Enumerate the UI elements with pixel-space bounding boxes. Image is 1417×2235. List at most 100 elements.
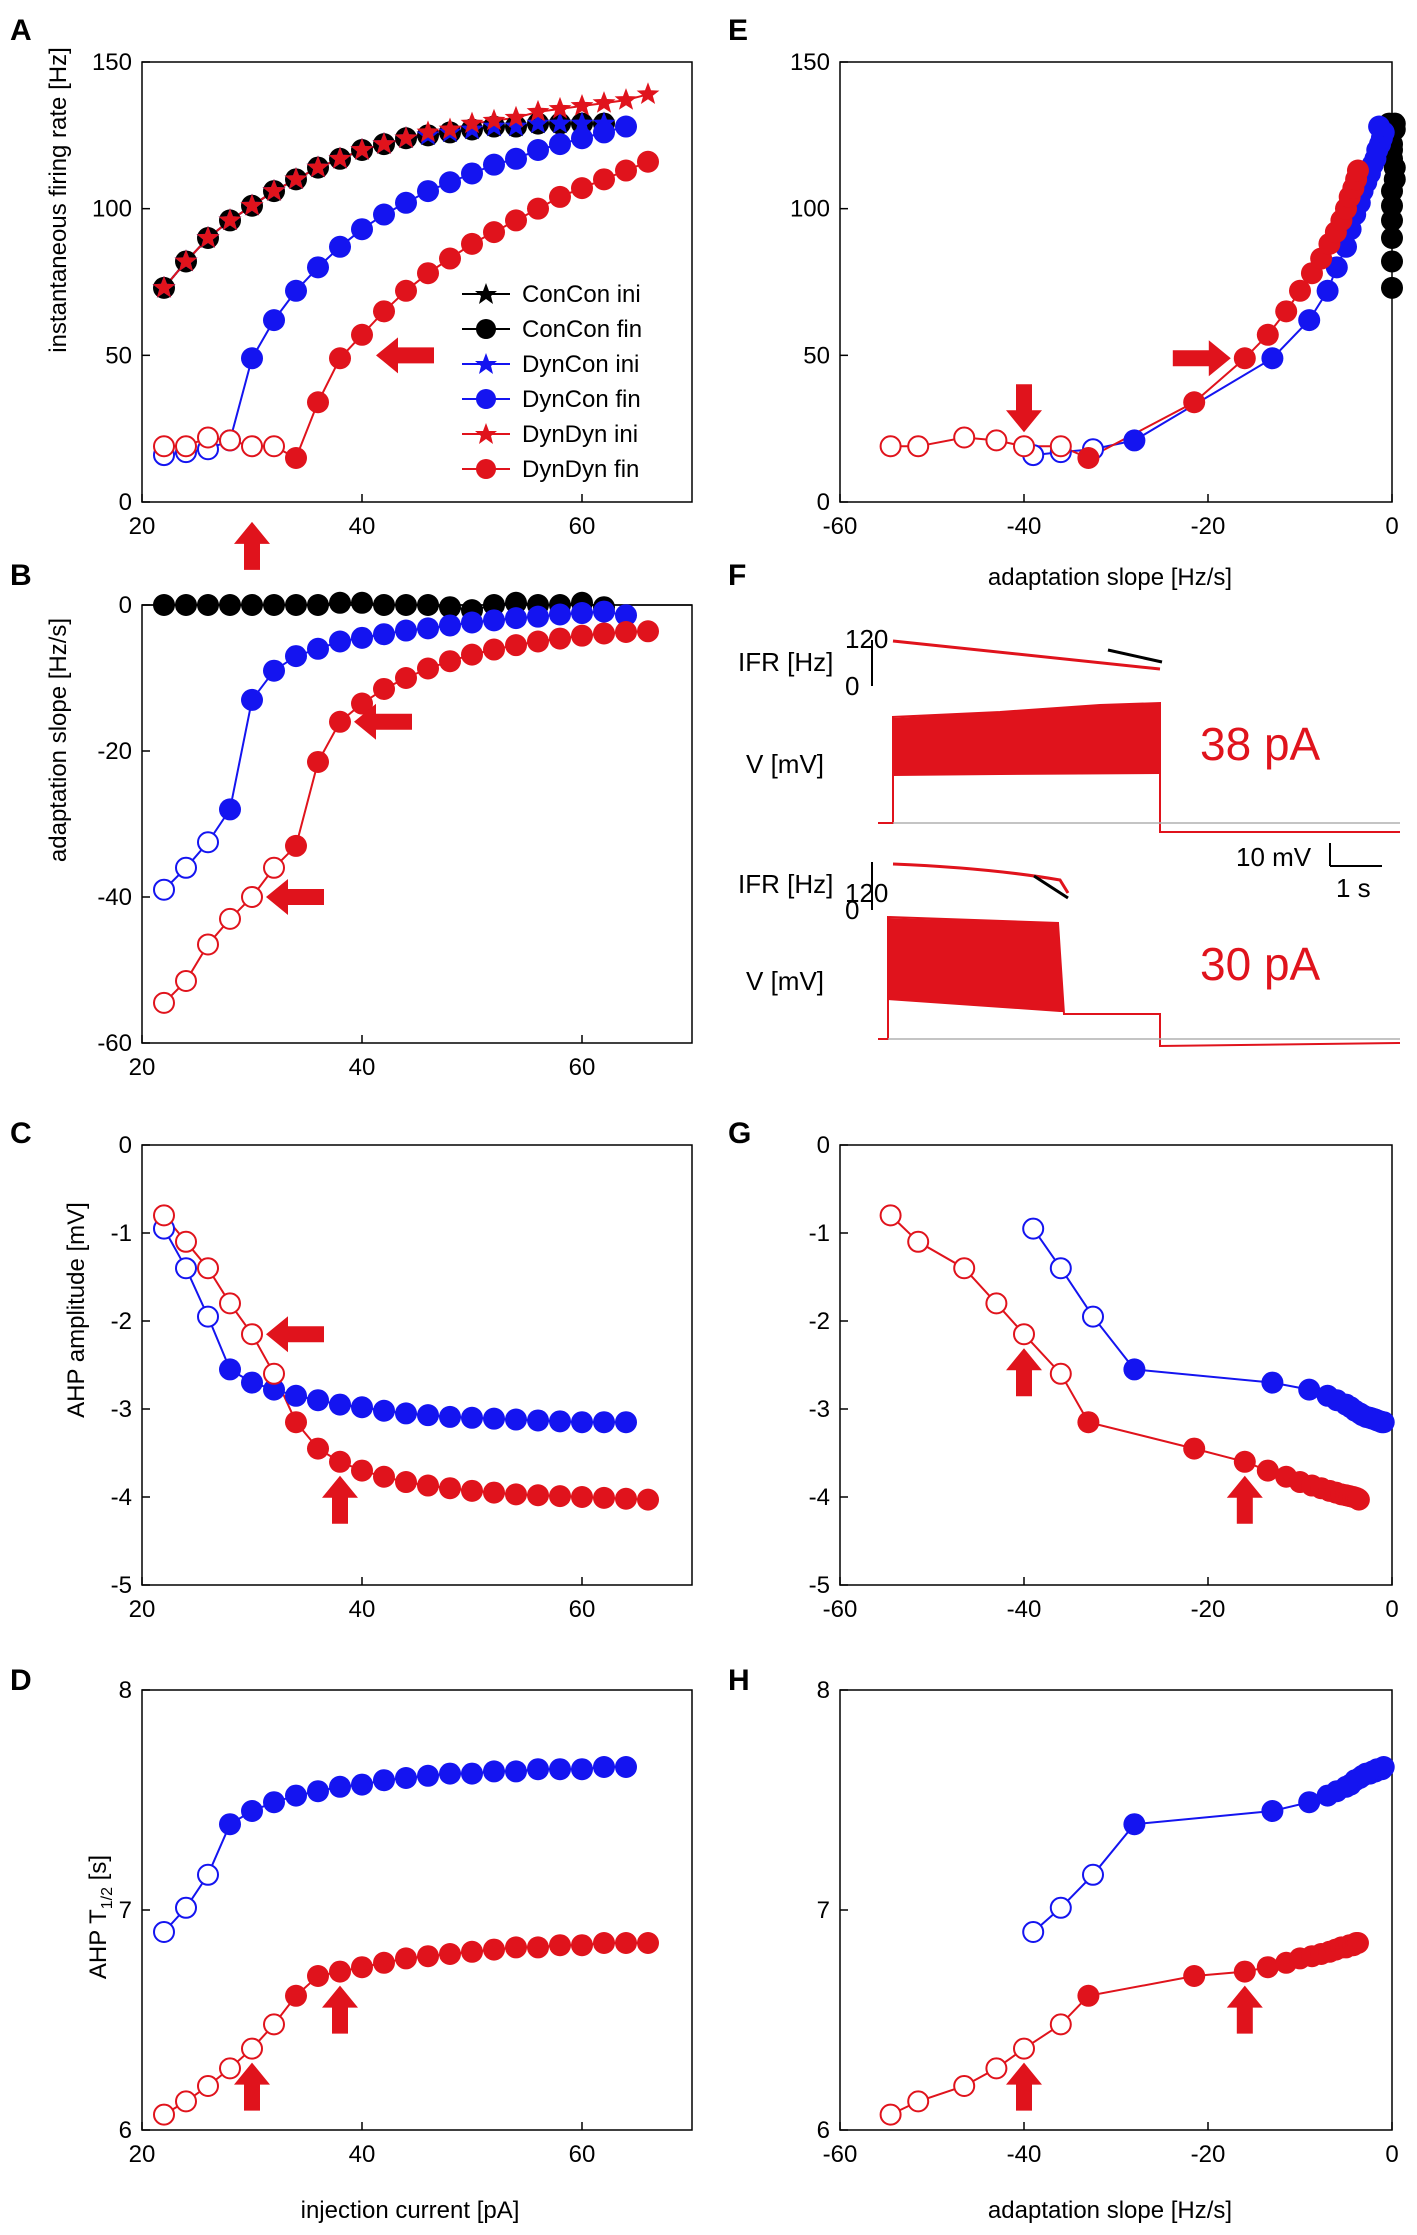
current-label-30pa: 30 pA [1200,938,1321,990]
data-point-dyncon-fin [527,605,549,628]
data-point-dyncon-fin [417,1404,439,1427]
data-point-dyncon-fin [307,1780,329,1803]
data-point-dyndyn-fin [175,435,197,458]
data-point-dyncon-fin [395,1767,417,1789]
data-point-dyndyn-fin [527,1936,549,1959]
data-point-dyncon-fin [461,162,483,185]
data-point-dyndyn-fin [1077,1984,1100,2007]
x-tick-label: 60 [569,1596,596,1623]
data-point-dyndyn-fin [241,435,263,458]
plot-area [153,1204,659,1511]
data-point-dyncon-fin [1123,1813,1146,1836]
x-tick-label: 20 [129,1054,156,1081]
data-point-dyncon-fin [241,347,263,370]
data-point-dyncon-ini [570,111,594,134]
plot-frame [141,1144,693,1586]
data-point-dyncon-fin [219,798,241,821]
x-tick-label: -40 [1007,2141,1042,2168]
data-point-dyndyn-fin [1077,1411,1100,1434]
arrow-up-icon [322,1985,358,2034]
ifr-trace-top [892,639,1161,671]
spike-band-bottom [888,918,1064,1012]
data-point-dyncon-fin [241,1800,263,1822]
series-line-dyncon-fin [163,610,627,891]
arrow-up-icon [322,1475,358,1524]
data-point-dyndyn-fin [175,1230,197,1253]
data-point-dyndyn-fin [373,677,395,700]
data-point-dyndyn-fin [527,630,549,653]
y-tick-label: -2 [809,1308,830,1335]
data-point-dyndyn-ini [394,126,418,148]
data-point-dyndyn-fin [549,185,571,208]
ifr-top-value: 120 [845,624,888,654]
data-point-dyndyn-fin [483,221,505,244]
legend: ConCon ini ConCon fin DynCon ini DynCon … [462,281,642,483]
legend-entry-dyncon-ini: DynCon ini [462,351,639,378]
x-tick-label: -20 [1191,1596,1226,1623]
panel-label-e: E [728,14,748,47]
panel-f-traces: 120 IFR [Hz] 0 V [mV] 38 pA 10 mV 1 s 12… [738,624,1401,1048]
chart-b-adaptation-slope: 20 40 60 -60 -40 -20 0 [97,591,693,1081]
data-point-dyndyn-fin [329,1960,351,1983]
data-point-dyncon-fin [461,611,483,634]
data-point-dyndyn-fin [549,627,571,650]
data-point-dyndyn-fin [153,1204,175,1227]
data-point-dyndyn-fin [175,2090,197,2113]
scale-label-time: 1 s [1336,873,1371,903]
data-point-dyndyn-fin [571,1934,593,1957]
legend-label-concon-fin: ConCon fin [522,316,642,343]
legend-entry-concon-ini: ConCon ini [462,281,641,308]
data-point-dyncon-fin [461,1762,483,1785]
ifr-zero-top: 0 [845,671,859,701]
data-point-dyndyn-fin [263,1362,285,1385]
data-point-dyndyn-fin [483,1481,505,1504]
data-point-dyndyn-fin [263,856,285,879]
y-tick-label: -60 [97,1030,132,1057]
data-point-dyndyn-fin [461,232,483,255]
data-point-concon-fin [285,594,307,616]
data-point-dyncon-fin [615,115,637,138]
data-point-dyncon-fin [505,1408,527,1431]
arrow-left-icon [266,879,324,915]
data-point-dyndyn-fin [615,1932,637,1954]
data-point-dyndyn-fin [197,2075,219,2097]
ifr-fit-line-bottom [1033,874,1069,900]
data-point-dyncon-fin [549,603,571,626]
x-tick-label: 40 [349,1596,376,1623]
data-point-dyndyn-fin [505,1483,527,1506]
y-tick-label: 100 [92,196,132,223]
y-tick-label: -3 [809,1396,830,1423]
data-point-dyndyn-fin [351,692,373,715]
x-tick-label: -20 [1191,2141,1226,2168]
data-point-dyncon-fin [329,1393,351,1416]
data-point-dyndyn-fin [329,1450,351,1473]
data-point-dyncon-fin [351,1396,373,1419]
data-point-dyndyn-fin [1233,347,1256,370]
data-point-concon-fin [373,594,395,616]
arrow-right-icon [1172,340,1231,377]
data-point-dyndyn-ini [240,193,264,216]
data-point-dyndyn-fin [615,159,637,182]
y-tick-label: -4 [809,1484,830,1511]
data-point-dyndyn-fin [241,1323,263,1346]
axis-title-d-y: AHP T1/2 [s] [85,1855,116,1979]
data-point-dyncon-fin [483,609,505,632]
data-point-dyndyn-fin [461,643,483,666]
data-point-dyndyn-fin [505,1936,527,1959]
legend-entry-dyndyn-ini: DynDyn ini [462,421,638,448]
y-tick-label: -5 [111,1572,132,1599]
data-point-dyndyn-fin [953,2075,976,2097]
data-point-dyndyn-fin [527,1484,549,1507]
data-point-dyndyn-fin [1013,1323,1035,1346]
data-point-dyndyn-fin [505,209,527,232]
data-point-dyncon-fin [395,1402,417,1425]
data-point-dyncon-fin [153,878,175,901]
y-tick-label: -2 [111,1308,132,1335]
data-point-dyndyn-fin [593,622,615,645]
data-point-dyndyn-fin [549,1934,571,1957]
data-point-dyndyn-fin [615,1487,637,1510]
data-point-dyndyn-fin [593,1486,615,1509]
legend-circle-icon [476,319,496,339]
data-point-dyndyn-ini [570,94,594,116]
data-point-dyndyn-fin [985,1292,1008,1315]
